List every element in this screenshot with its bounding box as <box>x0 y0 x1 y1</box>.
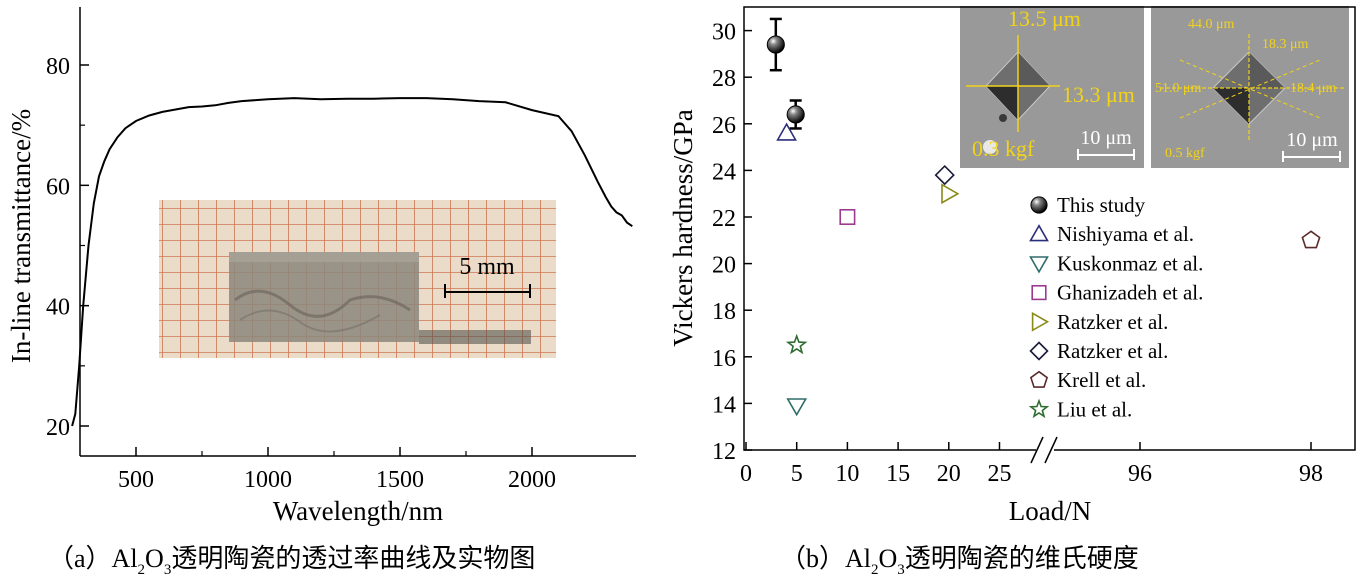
x-tick-label: 5 <box>791 461 803 487</box>
legend-label: Kuskonmaz et al. <box>1057 251 1203 275</box>
x-tick-label: 2000 <box>508 467 556 493</box>
indent-image-05kgf: 44.0 μm 18.3 μm 51.0 μm 18.4 μm 0.5 kgf … <box>1151 6 1349 168</box>
data-point <box>786 398 808 417</box>
data-point <box>839 209 856 226</box>
y-tick-label: 24 <box>712 159 736 185</box>
legend-label: Ratzker et al. <box>1057 339 1168 363</box>
svg-text:0.3 kgf: 0.3 kgf <box>972 136 1035 161</box>
x-tick-label: 98 <box>1299 461 1323 487</box>
y-tick-label: 26 <box>712 113 736 139</box>
y-tick-label: 16 <box>712 346 736 372</box>
caption-a: （a）Al2O3透明陶瓷的透过率曲线及实物图 <box>48 544 535 578</box>
legend-marker <box>1031 284 1047 301</box>
y-tick-label: 20 <box>712 253 736 279</box>
x-axis-label: Wavelength/nm <box>273 496 443 526</box>
y-axis-label: In-line transmittance/% <box>6 109 36 363</box>
legend-marker <box>1029 256 1049 274</box>
y-tick-label: 12 <box>712 439 736 465</box>
y-tick-label: 60 <box>46 174 70 200</box>
legend-marker <box>1031 311 1050 332</box>
data-point <box>941 183 960 205</box>
y-tick-label: 28 <box>712 66 736 92</box>
data-point <box>776 122 797 141</box>
x-tick-label: 1000 <box>244 467 292 493</box>
x-tick-label: 15 <box>886 461 910 487</box>
data-point <box>786 105 805 124</box>
data-point <box>766 35 785 54</box>
svg-text:0.5 kgf: 0.5 kgf <box>1165 146 1205 161</box>
y-tick-label: 22 <box>712 206 736 232</box>
y-tick-label: 14 <box>712 392 736 418</box>
legend-marker <box>1028 398 1050 419</box>
legend-label: Ratzker et al. <box>1057 310 1168 334</box>
sample-shadow <box>419 330 531 344</box>
svg-text:13.5 μm: 13.5 μm <box>1008 6 1081 31</box>
svg-text:51.0 μm: 51.0 μm <box>1155 81 1202 96</box>
legend-label: Nishiyama et al. <box>1057 222 1194 246</box>
y-tick-label: 30 <box>712 20 736 46</box>
legend-label: Ghanizadeh et al. <box>1057 281 1203 305</box>
svg-text:18.4 μm: 18.4 μm <box>1290 81 1337 96</box>
transmittance-chart: 5 mm 500 1000 1500 2000 20 40 60 80 In-line tra… <box>6 7 636 578</box>
x-tick-label: 10 <box>835 461 859 487</box>
hardness-chart: 13.5 μm 13.3 μm 0.3 kgf 10 μm 44.0 μm 18… <box>668 6 1356 578</box>
data-point <box>1301 230 1321 249</box>
svg-text:18.3 μm: 18.3 μm <box>1262 37 1309 52</box>
data-point <box>785 333 808 355</box>
legend-label: Liu et al. <box>1057 397 1132 421</box>
y-tick-label: 20 <box>46 415 70 441</box>
legend-marker <box>1030 196 1048 214</box>
x-axis-label: Load/N <box>1009 496 1091 526</box>
transparent-ceramic-sample <box>229 252 419 342</box>
svg-text:44.0 μm: 44.0 μm <box>1188 17 1235 32</box>
svg-text:10 μm: 10 μm <box>1286 129 1338 151</box>
indent-image-03kgf: 13.5 μm 13.3 μm 0.3 kgf 10 μm <box>960 6 1144 168</box>
data-point <box>934 164 955 186</box>
transmittance-curve <box>71 97 633 427</box>
x-tick-label: 96 <box>1128 461 1152 487</box>
x-tick-label: 500 <box>118 467 154 493</box>
legend-label: This study <box>1057 193 1146 217</box>
legend-marker <box>1029 341 1049 361</box>
legend: This study Nishiyama et al. Kuskonmaz et a… <box>1028 193 1203 421</box>
svg-text:13.3 μm: 13.3 μm <box>1062 82 1135 107</box>
photo-scale-label: 5 mm <box>459 254 515 280</box>
axis-break <box>1030 436 1058 464</box>
svg-text:10 μm: 10 μm <box>1080 127 1132 149</box>
y-axis-label: Vickers hardness/GPa <box>668 109 698 347</box>
y-tick-label: 80 <box>46 54 70 80</box>
ceramic-photo-inset: 5 mm <box>159 200 556 358</box>
x-tick-label: 20 <box>937 461 961 487</box>
legend-label: Krell et al. <box>1057 368 1146 392</box>
y-tick-label: 40 <box>46 295 70 321</box>
x-tick-label: 1500 <box>376 467 424 493</box>
caption-b: （b）Al2O3透明陶瓷的维氏硬度 <box>780 544 1139 578</box>
legend-marker <box>1029 224 1049 242</box>
x-tick-label: 0 <box>740 461 752 487</box>
legend-marker <box>1029 370 1049 388</box>
y-tick-label: 18 <box>712 299 736 325</box>
x-tick-label: 25 <box>988 461 1012 487</box>
